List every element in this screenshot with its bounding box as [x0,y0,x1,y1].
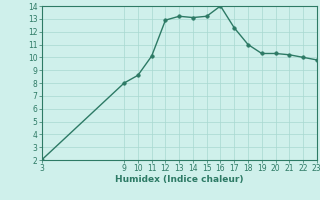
X-axis label: Humidex (Indice chaleur): Humidex (Indice chaleur) [115,175,244,184]
